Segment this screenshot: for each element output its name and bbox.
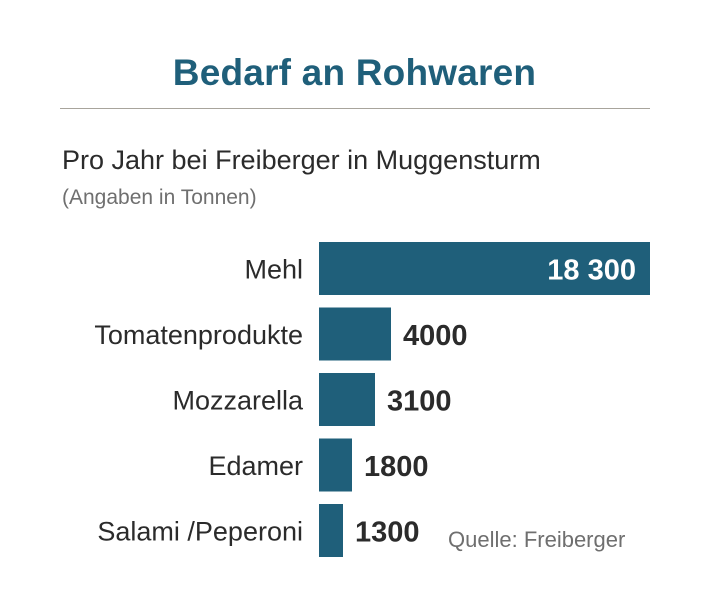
bar-4: [319, 504, 343, 557]
category-label: Tomatenprodukte: [94, 320, 303, 350]
category-label: Mehl: [244, 255, 303, 285]
value-label: 1300: [355, 517, 420, 549]
category-label: Salami /Peperoni: [97, 517, 303, 547]
category-label: Mozzarella: [172, 386, 304, 416]
title-divider: [60, 108, 650, 109]
bar-0: [319, 242, 650, 295]
unit-note: (Angaben in Tonnen): [62, 186, 257, 209]
chart-title: Bedarf an Rohwaren: [172, 52, 537, 93]
value-label: 18 300: [547, 255, 636, 287]
bar-1: [319, 307, 391, 361]
chart-subtitle: Pro Jahr bei Freiberger in Muggensturm: [62, 145, 541, 175]
source-note: Quelle: Freiberger: [448, 527, 626, 552]
value-label: 4000: [403, 320, 468, 352]
value-label: 1800: [364, 451, 429, 483]
category-label: Edamer: [208, 451, 303, 481]
value-label: 3100: [387, 386, 452, 418]
bar-3: [319, 438, 352, 492]
bar-2: [319, 373, 375, 426]
